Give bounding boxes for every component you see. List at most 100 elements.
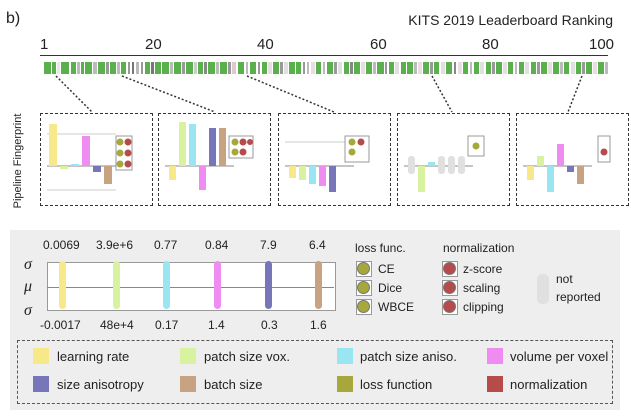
rank-cell xyxy=(469,62,473,74)
rank-cell xyxy=(480,62,485,74)
param-top-value: 0.84 xyxy=(205,238,229,252)
rank-cell xyxy=(106,62,109,74)
rank-cell xyxy=(593,62,598,74)
legend-label: patch size aniso. xyxy=(360,349,457,364)
rank-cell xyxy=(541,62,547,74)
legend-swatch-patch-size-aniso xyxy=(337,348,353,364)
norm-item: scaling xyxy=(463,281,501,295)
rank-cell xyxy=(51,62,56,74)
rank-cell xyxy=(547,62,552,74)
rank-cell xyxy=(131,62,135,74)
rank-cell xyxy=(338,62,343,74)
rank-cell xyxy=(553,62,559,74)
norm-zscore-icon xyxy=(443,262,456,275)
rank-cell xyxy=(508,62,514,74)
sigma-bottom-label: σ xyxy=(24,302,32,319)
rank-cell xyxy=(429,62,433,74)
ranking-strip xyxy=(44,62,609,74)
param-bar-batch-size xyxy=(315,261,322,309)
rank-cell xyxy=(185,62,193,74)
param-bottom-value: 48e+4 xyxy=(100,318,134,332)
not-reported-icon xyxy=(537,274,549,304)
param-bottom-value: 0.3 xyxy=(261,318,278,332)
legend-swatch-loss-function xyxy=(337,376,353,392)
fingerprint-box xyxy=(158,113,271,206)
param-bar-volume-per-voxel xyxy=(214,261,221,309)
legend-label: normalization xyxy=(510,377,588,392)
loss-item: Dice xyxy=(378,281,403,295)
rank-cell xyxy=(473,62,479,74)
rank-cell xyxy=(261,62,267,74)
figure-title: KITS 2019 Leaderboard Ranking xyxy=(408,12,613,28)
rank-cell xyxy=(360,62,365,74)
rank-cell xyxy=(151,62,155,74)
axis-tick-1: 1 xyxy=(40,36,49,53)
rank-cell xyxy=(232,62,237,74)
param-bar-patch-size-vox xyxy=(113,261,120,309)
panel-label: b) xyxy=(6,10,21,27)
not-reported-label-line2: reported xyxy=(556,290,601,304)
rank-cell xyxy=(372,62,376,74)
axis-tick-100: 100 xyxy=(589,36,615,53)
legend-label: batch size xyxy=(204,377,263,392)
rank-cell xyxy=(453,62,457,74)
rank-cell xyxy=(228,62,231,74)
param-bar-learning-rate xyxy=(59,261,66,309)
param-bottom-value: 0.17 xyxy=(155,318,179,332)
param-top-value: 0.77 xyxy=(154,238,178,252)
rank-cell xyxy=(440,62,445,74)
legend-swatch-learning-rate xyxy=(33,348,49,364)
rank-cell xyxy=(457,62,462,74)
rank-cell xyxy=(216,62,220,74)
rank-cell xyxy=(384,62,388,74)
fingerprint-axis-label: Pipeline Fingerprint xyxy=(12,113,24,209)
rank-cell xyxy=(310,62,315,74)
rank-cell xyxy=(563,62,570,74)
rank-cell xyxy=(120,62,127,74)
rank-cell xyxy=(155,62,161,74)
rank-cell xyxy=(605,62,608,74)
rank-cell xyxy=(245,62,249,74)
param-top-value: 6.4 xyxy=(309,238,326,252)
rank-cell xyxy=(334,62,338,74)
rank-cell xyxy=(575,62,582,74)
rank-cell xyxy=(220,62,228,74)
axis-tick-80: 80 xyxy=(482,36,499,53)
color-legend xyxy=(17,340,613,404)
rank-cell xyxy=(530,62,537,74)
rank-cell xyxy=(268,62,273,74)
rank-cell xyxy=(518,62,525,74)
loss-function-heading: loss func. xyxy=(355,241,406,255)
rank-cell xyxy=(376,62,384,74)
fingerprint-box xyxy=(40,113,153,206)
param-bottom-value: 1.4 xyxy=(208,318,225,332)
rank-cell xyxy=(193,62,197,74)
rank-cell xyxy=(273,62,279,74)
norm-scaling-icon xyxy=(443,281,456,294)
rank-cell xyxy=(197,62,204,74)
rank-cell xyxy=(306,62,310,74)
rank-cell xyxy=(418,62,422,74)
param-top-value: 0.0069 xyxy=(43,238,80,252)
axis-tick-60: 60 xyxy=(370,36,387,53)
norm-item: z-score xyxy=(463,262,503,276)
legend-label: size anisotropy xyxy=(57,377,144,392)
rank-cell xyxy=(586,62,592,74)
rank-cell xyxy=(249,62,257,74)
rank-cell xyxy=(77,62,80,74)
rank-cell xyxy=(140,62,144,74)
rank-cell xyxy=(81,62,84,74)
fingerprint-box xyxy=(278,113,391,206)
rank-cell xyxy=(582,62,586,74)
fingerprint-box xyxy=(516,113,629,206)
fingerprint-box xyxy=(397,113,510,206)
rank-cell xyxy=(407,62,413,74)
rank-cell xyxy=(93,62,98,74)
loss-dice-icon xyxy=(357,281,370,294)
rank-cell xyxy=(162,62,169,74)
normalization-heading: normalization xyxy=(443,241,515,255)
legend-label: learning rate xyxy=(57,349,130,364)
rank-cell xyxy=(204,62,208,74)
rank-cell xyxy=(110,62,116,74)
